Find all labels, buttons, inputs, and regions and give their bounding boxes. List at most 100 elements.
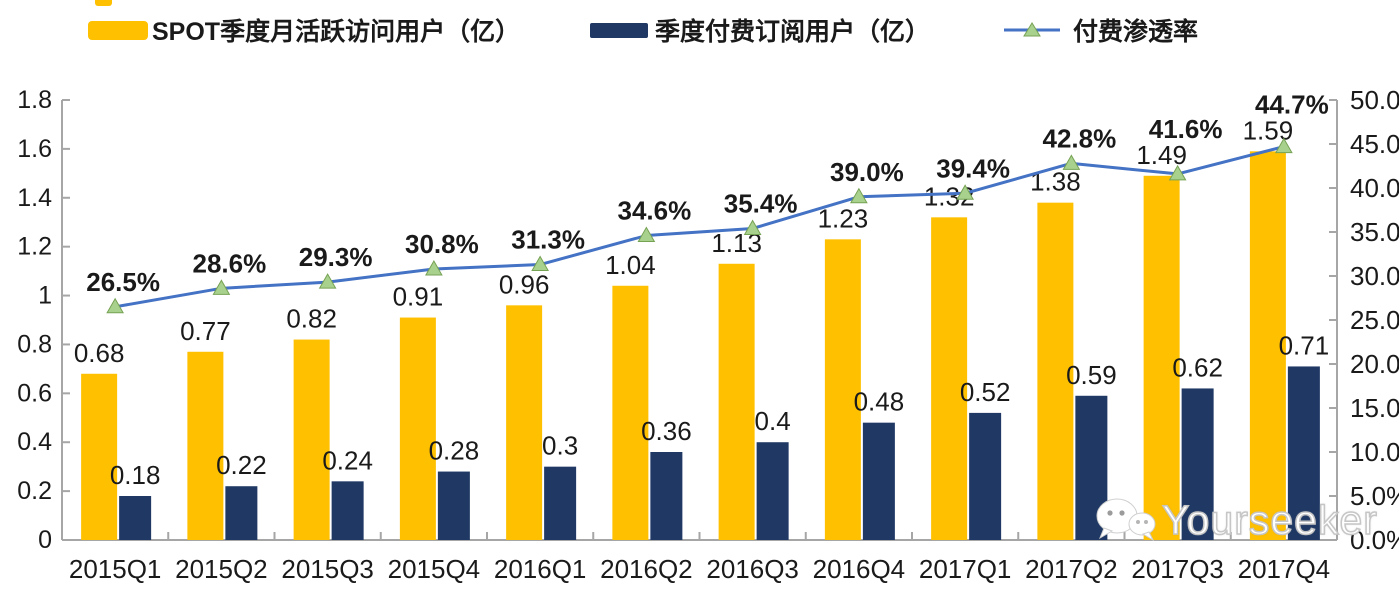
penetration-marker	[425, 259, 443, 276]
subscriber-value-label: 0.28	[429, 436, 480, 466]
subscriber-value-label: 0.71	[1279, 330, 1330, 360]
penetration-marker	[637, 226, 656, 243]
mau-bar	[506, 305, 543, 540]
x-axis-category-label: 2015Q4	[388, 554, 481, 584]
right-axis-tick-label: 20.0%	[1350, 349, 1399, 379]
mau-value-label: 0.82	[286, 304, 337, 334]
mau-bar	[293, 339, 330, 540]
clipped-legend-fragment	[95, 0, 112, 6]
penetration-legend-line-marker-icon	[1004, 22, 1060, 37]
left-axis-tick-label: 0.4	[17, 428, 52, 456]
subscriber-value-label: 0.18	[110, 460, 161, 490]
mau-bar	[81, 373, 118, 540]
right-axis-tick-label: 25.0%	[1350, 305, 1399, 335]
penetration-legend-label: 付费渗透率	[1073, 18, 1199, 46]
subscriber-value-label: 0.22	[216, 450, 267, 480]
right-axis-tick-label: 10.0%	[1350, 437, 1399, 467]
penetration-percent-label: 39.0%	[830, 157, 904, 187]
penetration-marker	[743, 219, 762, 235]
penetration-marker	[531, 255, 549, 272]
penetration-percent-label: 26.5%	[86, 267, 160, 297]
x-axis-category-label: 2017Q2	[1025, 554, 1118, 584]
mau-value-label: 1.04	[605, 250, 656, 280]
subscribers-legend-swatch	[590, 22, 648, 38]
subscriber-bar	[544, 466, 577, 540]
penetration-percent-label: 39.4%	[936, 153, 1010, 183]
x-axis-category-label: 2015Q2	[175, 554, 268, 584]
penetration-marker	[1062, 154, 1081, 170]
mau-bar	[399, 317, 436, 540]
watermark: Yourseeker	[1094, 494, 1378, 546]
subscriber-value-label: 0.59	[1066, 360, 1117, 390]
penetration-line	[114, 145, 1285, 309]
mau-bar	[931, 217, 968, 541]
penetration-percent-label: 28.6%	[193, 248, 267, 278]
penetration-percent-label: 34.6%	[618, 196, 692, 226]
legend-item-subscribers: 季度付费订阅用户（亿）	[590, 16, 930, 46]
left-axis-tick-label: 0	[38, 526, 52, 554]
penetration-percent-label: 30.8%	[405, 229, 479, 259]
left-axis-tick-label: 1.6	[17, 135, 52, 163]
subscriber-bar	[331, 481, 364, 540]
penetration-marker	[212, 279, 231, 295]
mau-bar	[1037, 202, 1074, 540]
mau-value-label: 1.49	[1136, 140, 1187, 170]
x-axis-category-label: 2016Q2	[600, 554, 693, 584]
mau-value-label: 1.23	[818, 203, 869, 233]
left-axis-tick-label: 0.2	[17, 477, 52, 505]
mau-bar	[1249, 151, 1286, 541]
penetration-marker	[318, 273, 337, 289]
mau-value-label: 0.91	[393, 282, 444, 312]
mau-bar	[824, 239, 861, 541]
left-axis-tick-label: 1.2	[17, 233, 52, 261]
penetration-marker	[1168, 164, 1187, 181]
subscriber-value-label: 0.4	[755, 406, 791, 436]
left-axis-tick-label: 0.6	[17, 379, 52, 407]
x-axis-category-label: 2016Q4	[813, 554, 906, 584]
x-axis-category-label: 2015Q1	[69, 554, 162, 584]
right-axis-tick-label: 15.0%	[1350, 393, 1399, 423]
right-axis-tick-label: 5.0%	[1350, 481, 1399, 511]
subscriber-value-label: 0.36	[641, 416, 692, 446]
mau-value-label: 1.38	[1030, 167, 1081, 197]
subscribers-legend-label: 季度付费订阅用户（亿）	[655, 18, 931, 46]
x-axis-category-label: 2016Q1	[494, 554, 587, 584]
subscriber-bar	[1287, 366, 1320, 540]
x-axis-category-label: 2017Q3	[1131, 554, 1224, 584]
x-axis-category-label: 2017Q1	[919, 554, 1012, 584]
subscriber-bar	[650, 452, 683, 540]
subscriber-bar	[1181, 388, 1214, 540]
left-axis-tick-label: 1.4	[17, 184, 52, 212]
legend-item-penetration: 付费渗透率	[1003, 16, 1198, 46]
mau-bar	[718, 263, 755, 540]
x-axis-category-label: 2016Q3	[706, 554, 799, 584]
right-axis-tick-label: 40.0%	[1350, 173, 1399, 203]
penetration-percent-label: 42.8%	[1043, 123, 1117, 153]
mau-bar	[1143, 175, 1180, 540]
penetration-marker	[850, 187, 868, 204]
penetration-percent-label: 44.7%	[1255, 89, 1329, 119]
left-axis-tick-label: 0.8	[17, 330, 52, 358]
subscriber-bar	[437, 471, 470, 540]
left-axis-tick-label: 1.8	[17, 86, 52, 114]
wechat-chat-bubbles-icon	[1096, 498, 1156, 542]
penetration-percent-label: 41.6%	[1149, 114, 1223, 144]
penetration-marker	[1275, 137, 1293, 154]
subscriber-value-label: 0.24	[322, 445, 373, 475]
right-axis-tick-label: 35.0%	[1350, 217, 1399, 247]
subscriber-bar	[862, 422, 895, 540]
mau-legend-label: SPOT季度月活跃访问用户（亿）	[152, 18, 521, 46]
penetration-marker	[956, 184, 974, 200]
penetration-percent-label: 29.3%	[299, 242, 373, 272]
subscriber-value-label: 0.52	[960, 377, 1011, 407]
right-axis-tick-label: 0.0%	[1350, 525, 1399, 555]
subscriber-bar	[119, 496, 152, 540]
subscriber-bar	[756, 442, 789, 540]
mau-legend-swatch	[88, 20, 148, 40]
mau-value-label: 0.68	[74, 338, 125, 368]
x-axis-category-label: 2017Q4	[1238, 554, 1331, 584]
legend-item-mau: SPOT季度月活跃访问用户（亿）	[88, 16, 520, 46]
subscriber-value-label: 0.3	[542, 431, 578, 461]
